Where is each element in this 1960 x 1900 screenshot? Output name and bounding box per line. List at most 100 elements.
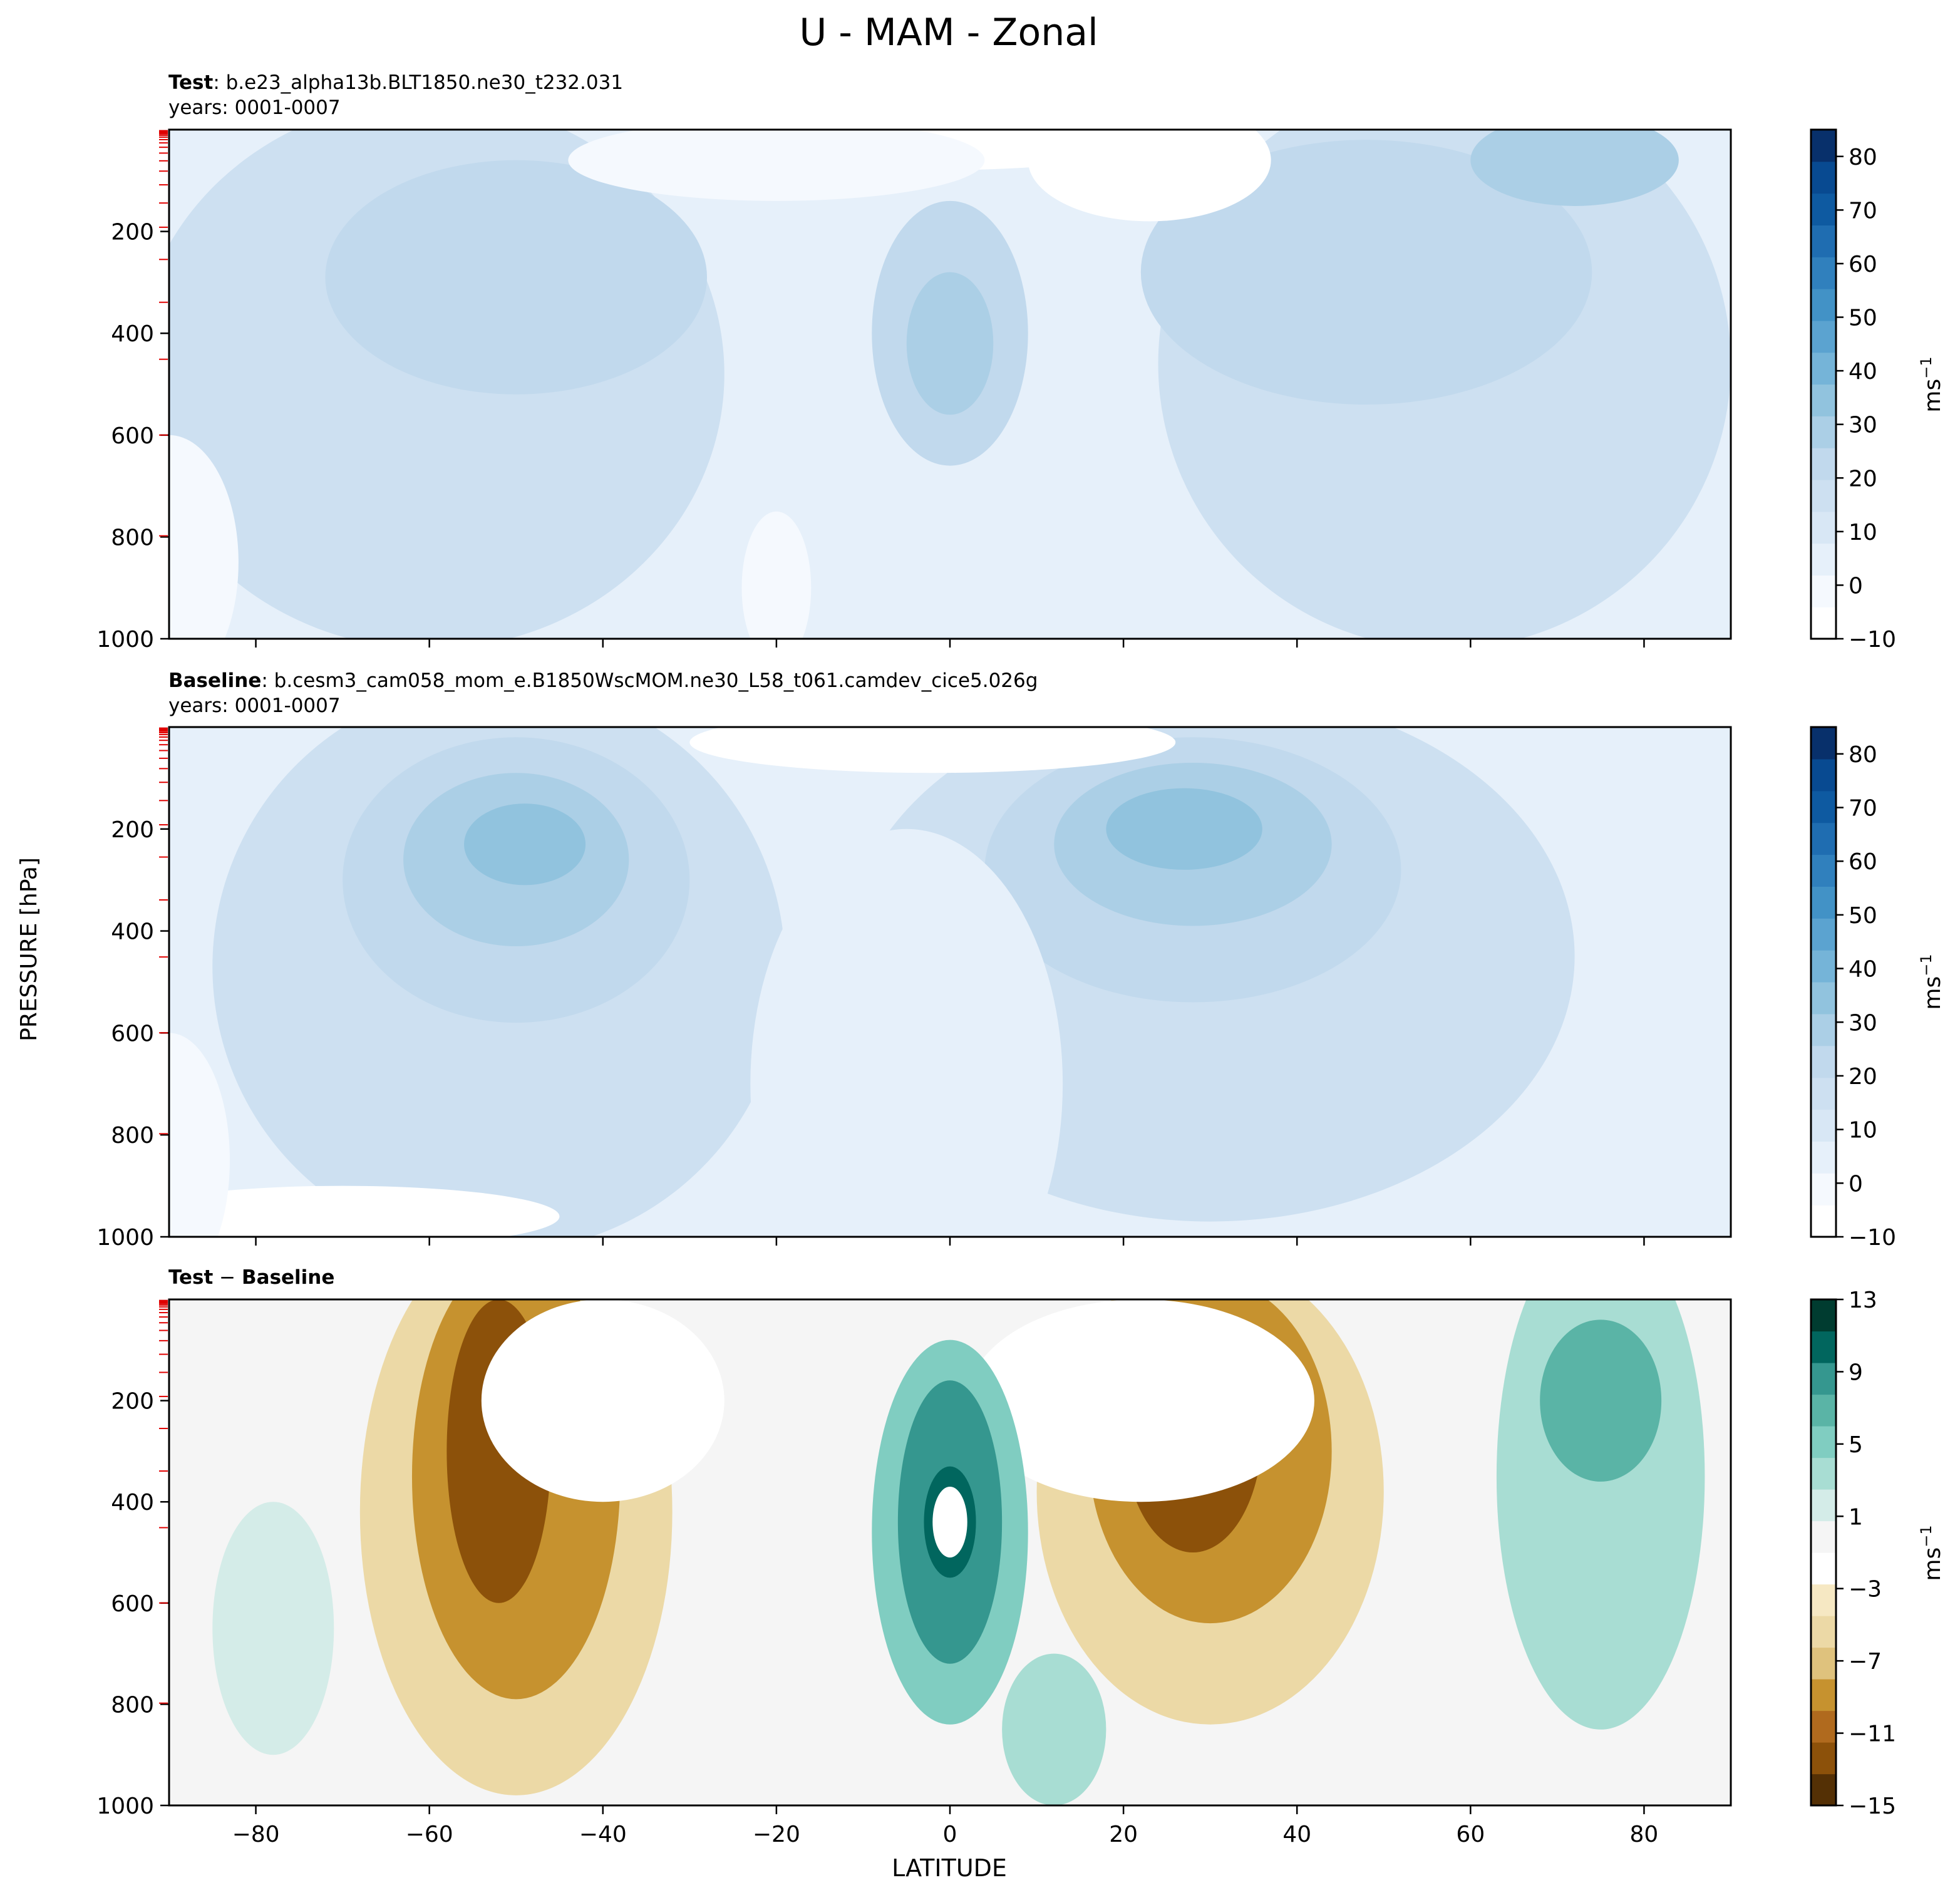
colorbar-tick-label: −11 [1849,1722,1896,1747]
colorbar-tick-label: 0 [1849,573,1863,599]
contour-core [325,160,708,395]
panel-test-label: Test: b.e23_alpha13b.BLT1850.ne30_t232.0… [168,71,623,94]
y-tick-label: 600 [111,1021,154,1046]
contour-jet-core [464,803,586,885]
panel-diff-plot-area [168,1298,1732,1807]
contour-tropics [750,829,1063,1237]
colorbar-segment [1811,225,1836,257]
panel-baseline: Baseline: b.cesm3_cam058_mom_e.B1850WscM… [96,669,1946,1251]
colorbar-tick-label: 13 [1849,1288,1877,1313]
colorbar-tick-label: 9 [1849,1360,1863,1385]
x-tick-label: 80 [1630,1822,1659,1847]
colorbar-tick-label: 80 [1849,145,1877,170]
colorbar-segment [1811,1077,1836,1110]
colorbar-tick-label: 0 [1849,1171,1863,1197]
panel-baseline-label: Baseline: b.cesm3_cam058_mom_e.B1850WscM… [168,669,1038,692]
contour-field [169,130,1731,639]
panel-test-colorbar-units-base: ms [1920,379,1946,413]
panel-diff-y-axis: 200 400 600 800 1000 [96,1299,169,1819]
colorbar-tick-label: −3 [1849,1577,1882,1603]
colorbar-segment [1811,1616,1836,1648]
x-tick-label: 0 [943,1822,957,1847]
panel-baseline-plot-area [168,726,1732,1238]
contour-core [906,272,994,415]
panel-baseline-colorbar-units: ms−1 [1917,954,1946,1009]
contour-pos [212,1502,334,1755]
colorbar-tick-label: 1 [1849,1504,1863,1530]
colorbar-segment [1811,1426,1836,1459]
colorbar-segment [1811,727,1836,760]
colorbar-segment [1811,1742,1836,1775]
panel-diff-colorbar-units-base: ms [1920,1547,1946,1581]
panel-diff-colorbar-units-exp: −1 [1917,1525,1935,1547]
colorbar-segment [1811,575,1836,607]
colorbar-segment [1811,511,1836,544]
colorbar-frame [1810,726,1837,1238]
colorbar-segment [1811,1647,1836,1680]
panel-baseline-colorbar-units-base: ms [1920,976,1946,1010]
y-tick-label: 600 [111,1591,154,1617]
colorbar-tick-label: 10 [1849,1118,1877,1144]
panel-baseline-label-bold: Baseline [168,669,261,692]
panel-diff-label-test: Test [168,1266,214,1289]
colorbar-tick-label: 40 [1849,359,1877,385]
panel-baseline-years: years: 0001-0007 [168,694,341,717]
colorbar-tick-label: 70 [1849,198,1877,224]
colorbar-segment [1811,1013,1836,1046]
colorbar-tick-label: 20 [1849,1064,1877,1090]
panel-baseline-colorbar-units-exp: −1 [1917,954,1935,976]
contour-calm [568,130,985,201]
colorbar-tick-label: 50 [1849,903,1877,929]
contour-pos [1002,1653,1106,1805]
y-tick-label: 600 [111,423,154,449]
contour-surface [169,435,239,639]
panel-test-x-axis [255,639,1645,648]
colorbar-segment [1811,257,1836,289]
x-tick-label: −60 [406,1822,453,1847]
colorbar-segment [1811,320,1836,353]
colorbar-segment [1811,758,1836,792]
colorbar-tick-label: −10 [1849,627,1896,653]
colorbar-segment [1811,1552,1836,1585]
y-tick-label: 1000 [96,627,154,653]
colorbar-segment [1811,886,1836,919]
colorbar-segment [1811,352,1836,385]
contour-top-cap [1470,130,1679,206]
contour-hole [967,1299,1314,1502]
colorbar-segment [1811,790,1836,824]
colorbar-tick-label: 30 [1849,1010,1877,1036]
contour-hole [932,1486,967,1558]
x-tick-label: 20 [1109,1822,1138,1847]
y-tick-label: 200 [111,817,154,843]
colorbar-segment [1811,918,1836,951]
colorbar-segment [1811,479,1836,512]
panel-test-colorbar: 80 70 60 50 40 30 20 10 0 −10 [1810,128,1896,653]
contour-calm [1028,130,1271,222]
colorbar-frame [1810,128,1837,640]
panel-baseline-x-axis [255,1237,1645,1246]
y-tick-label: 400 [111,919,154,945]
colorbar-tick-label: 80 [1849,742,1877,768]
colorbar-tick-label: 40 [1849,957,1877,983]
colorbar-segment [1811,289,1836,321]
colorbar-tick-label: −10 [1849,1225,1896,1251]
colorbar-frame [1810,1298,1837,1807]
colorbar-segment [1811,1109,1836,1142]
colorbar-segment [1811,1679,1836,1712]
x-axis-label: LATITUDE [892,1854,1007,1882]
contour-calm [689,727,1176,773]
panel-baseline-colorbar: 80 70 60 50 40 30 20 10 0 −10 [1810,726,1896,1251]
contour-surface [741,511,812,639]
colorbar-segment [1811,1205,1836,1237]
colorbar-tick-label: 30 [1849,413,1877,438]
colorbar-segment [1811,543,1836,576]
x-tick-label: −80 [232,1822,280,1847]
panel-diff-colorbar-units: ms−1 [1917,1525,1946,1581]
panel-test-label-bold: Test [168,71,214,94]
colorbar-segment [1811,1774,1836,1806]
panel-diff-colorbar: 13 9 5 1 −3 −7 −11 −15 [1810,1288,1896,1819]
panel-diff-label-baseline: Baseline [242,1266,334,1289]
panel-baseline-y-axis: 200 400 600 800 1000 [96,727,169,1251]
panel-diff-label: Test − Baseline [168,1266,334,1289]
